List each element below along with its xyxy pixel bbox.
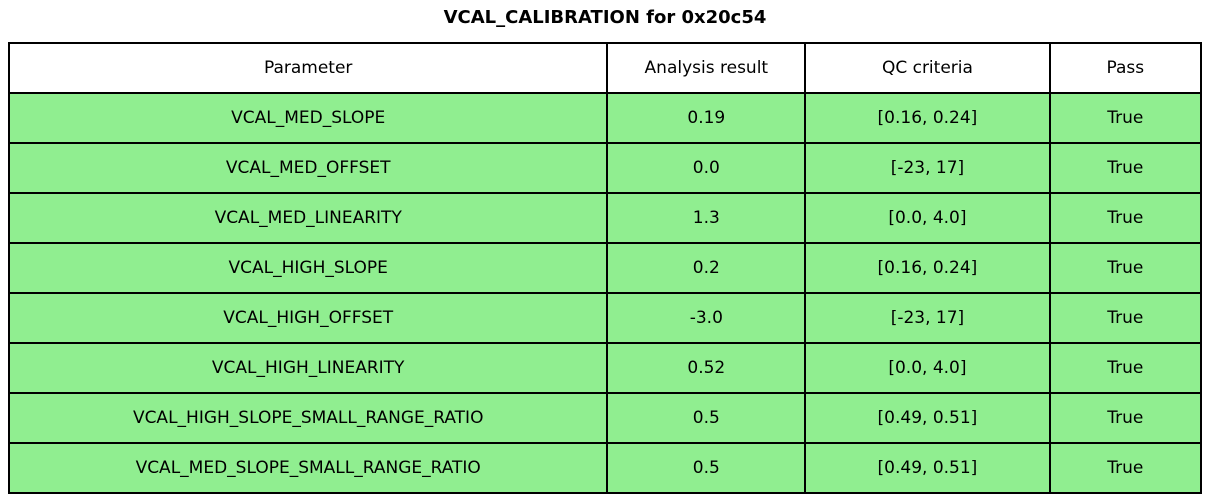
analysis-result-cell: 0.0 [606,142,807,194]
column-header-pass: Pass [1048,42,1203,94]
qc-criteria-cell: [0.0, 4.0] [804,192,1051,244]
pass-cell: True [1048,442,1203,494]
table-row: VCAL_HIGH_OFFSET -3.0 [-23, 17] True [7,292,1203,344]
parameter-cell: VCAL_HIGH_SLOPE_SMALL_RANGE_RATIO [7,392,609,444]
table-row: VCAL_HIGH_LINEARITY 0.52 [0.0, 4.0] True [7,342,1203,394]
table-row: VCAL_MED_SLOPE 0.19 [0.16, 0.24] True [7,92,1203,144]
parameter-cell: VCAL_HIGH_OFFSET [7,292,609,344]
qc-criteria-cell: [0.49, 0.51] [804,442,1051,494]
qc-criteria-cell: [-23, 17] [804,292,1051,344]
qc-criteria-cell: [0.0, 4.0] [804,342,1051,394]
parameter-cell: VCAL_MED_SLOPE_SMALL_RANGE_RATIO [7,442,609,494]
qc-criteria-cell: [0.16, 0.24] [804,242,1051,294]
table-row: VCAL_HIGH_SLOPE_SMALL_RANGE_RATIO 0.5 [0… [7,392,1203,444]
pass-cell: True [1048,392,1203,444]
qc-results-table: Parameter Analysis result QC criteria Pa… [7,42,1203,494]
analysis-result-cell: 0.52 [606,342,807,394]
table-row: VCAL_MED_LINEARITY 1.3 [0.0, 4.0] True [7,192,1203,244]
parameter-cell: VCAL_HIGH_SLOPE [7,242,609,294]
parameter-cell: VCAL_HIGH_LINEARITY [7,342,609,394]
qc-criteria-cell: [0.49, 0.51] [804,392,1051,444]
parameter-cell: VCAL_MED_SLOPE [7,92,609,144]
analysis-result-cell: 1.3 [606,192,807,244]
analysis-result-cell: 0.2 [606,242,807,294]
parameter-cell: VCAL_MED_OFFSET [7,142,609,194]
pass-cell: True [1048,292,1203,344]
table-row: VCAL_MED_SLOPE_SMALL_RANGE_RATIO 0.5 [0.… [7,442,1203,494]
analysis-result-cell: 0.5 [606,442,807,494]
pass-cell: True [1048,242,1203,294]
qc-criteria-cell: [-23, 17] [804,142,1051,194]
analysis-result-cell: -3.0 [606,292,807,344]
pass-cell: True [1048,192,1203,244]
header-row: Parameter Analysis result QC criteria Pa… [7,42,1203,94]
column-header-analysis-result: Analysis result [606,42,807,94]
column-header-qc-criteria: QC criteria [804,42,1051,94]
pass-cell: True [1048,92,1203,144]
pass-cell: True [1048,342,1203,394]
table-row: VCAL_MED_OFFSET 0.0 [-23, 17] True [7,142,1203,194]
analysis-result-cell: 0.19 [606,92,807,144]
qc-criteria-cell: [0.16, 0.24] [804,92,1051,144]
pass-cell: True [1048,142,1203,194]
column-header-parameter: Parameter [7,42,609,94]
figure-title: VCAL_CALIBRATION for 0x20c54 [443,7,767,28]
parameter-cell: VCAL_MED_LINEARITY [7,192,609,244]
table-row: VCAL_HIGH_SLOPE 0.2 [0.16, 0.24] True [7,242,1203,294]
analysis-result-cell: 0.5 [606,392,807,444]
